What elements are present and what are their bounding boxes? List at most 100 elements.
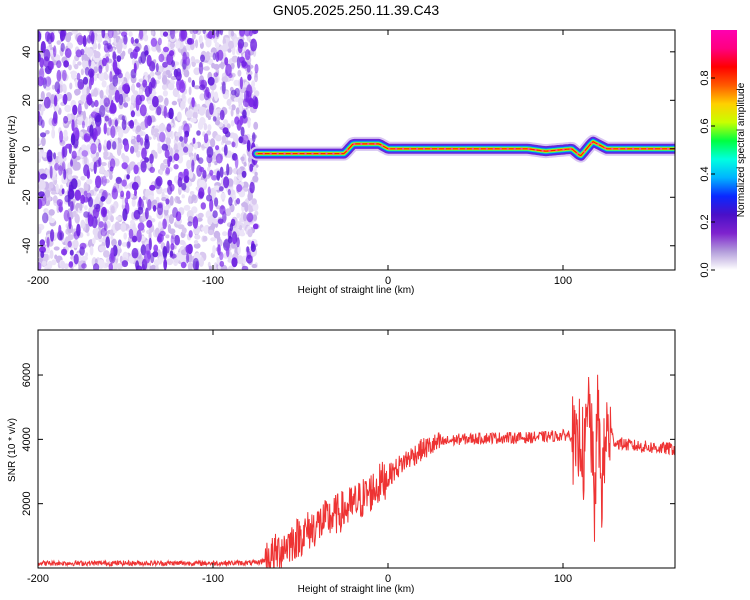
noise-speck	[227, 48, 232, 53]
noise-speck	[183, 69, 190, 78]
noise-blob	[146, 219, 153, 228]
noise-speck	[231, 104, 236, 111]
noise-blob	[177, 177, 183, 188]
noise-blob	[227, 188, 231, 196]
noise-blob	[51, 117, 58, 127]
figure-title: GN05.2025.250.11.39.C43	[273, 2, 440, 18]
noise-blob	[100, 196, 106, 202]
noise-blob	[242, 109, 247, 119]
noise-blob	[209, 198, 214, 212]
noise-blob	[167, 156, 171, 167]
noise-speck	[230, 62, 235, 70]
noise-blob	[50, 229, 55, 242]
signal-peak-dot	[367, 142, 370, 145]
noise-blob	[155, 176, 163, 187]
noise-speck	[62, 83, 66, 92]
noise-blob	[236, 237, 240, 248]
noise-blob	[62, 146, 68, 158]
noise-blob	[108, 117, 112, 127]
noise-speck	[162, 84, 167, 91]
noise-blob	[81, 120, 85, 129]
noise-speck	[54, 254, 58, 260]
noise-speck	[154, 71, 161, 76]
noise-blob	[174, 234, 181, 246]
noise-speck	[45, 169, 50, 175]
noise-blob	[246, 64, 251, 73]
noise-speck	[51, 84, 56, 90]
noise-speck	[65, 32, 72, 43]
noise-speck	[202, 107, 206, 112]
snr-x-tick-label: -200	[27, 573, 49, 585]
noise-speck	[247, 228, 253, 238]
noise-blob	[93, 203, 101, 210]
signal-peak-dot	[311, 152, 314, 155]
noise-speck	[117, 47, 122, 54]
noise-speck	[91, 237, 96, 245]
noise-blob	[67, 194, 71, 207]
signal-peak-dot	[590, 142, 593, 145]
noise-blob	[46, 236, 50, 248]
noise-speck	[136, 150, 141, 158]
noise-blob	[127, 120, 134, 127]
noise-speck	[232, 133, 239, 143]
noise-speck	[51, 128, 55, 139]
noise-blob	[249, 163, 254, 172]
noise-speck	[194, 59, 201, 64]
noise-blob	[199, 166, 205, 173]
noise-speck	[230, 120, 235, 127]
signal-peak-dot	[527, 147, 530, 150]
noise-speck	[207, 166, 211, 172]
noise-blob	[231, 237, 236, 243]
noise-blob	[105, 236, 110, 249]
noise-speck	[215, 134, 222, 142]
signal-peak-dot	[506, 147, 509, 150]
noise-speck	[129, 161, 136, 168]
noise-blob	[185, 56, 190, 66]
noise-blob	[68, 216, 72, 230]
noise-blob	[92, 207, 99, 219]
noise-speck	[214, 119, 221, 126]
noise-blob	[219, 205, 226, 215]
noise-speck	[238, 176, 243, 182]
noise-speck	[57, 151, 63, 157]
noise-speck	[192, 111, 198, 120]
noise-speck	[185, 185, 190, 194]
noise-blob	[138, 196, 142, 207]
noise-speck	[190, 117, 197, 123]
noise-speck	[252, 214, 258, 221]
noise-blob	[228, 73, 233, 79]
noise-blob	[215, 145, 220, 151]
noise-blob	[215, 153, 223, 164]
signal-peak-dot	[304, 152, 307, 155]
noise-blob	[49, 165, 53, 179]
spectrogram-y-axis-label: Frequency (Hz)	[7, 116, 18, 185]
noise-speck	[40, 106, 44, 116]
noise-speck	[83, 155, 88, 165]
noise-blob	[58, 165, 63, 176]
signal-peak-dot	[478, 147, 481, 150]
noise-speck	[86, 232, 90, 237]
noise-blob	[200, 202, 206, 210]
colorbar: 0.0 0.2 0.4 0.6 0.8 Normalized spectral ampl…	[699, 30, 747, 278]
noise-blob	[39, 246, 46, 253]
signal-peak-dot	[464, 147, 467, 150]
noise-speck	[142, 195, 146, 201]
noise-blob	[212, 52, 217, 61]
noise-blob	[239, 115, 244, 126]
colorbar-tick-label: 0.0	[699, 262, 711, 277]
noise-blob	[137, 222, 145, 231]
noise-blob	[120, 190, 125, 198]
noise-speck	[99, 245, 106, 252]
noise-blob	[121, 119, 127, 131]
noise-speck	[222, 43, 229, 52]
noise-speck	[180, 100, 186, 110]
noise-blob	[63, 209, 70, 222]
noise-speck	[176, 199, 182, 204]
noise-speck	[172, 87, 180, 98]
noise-blob	[173, 164, 179, 170]
noise-speck	[45, 249, 50, 254]
noise-blob	[136, 229, 142, 243]
noise-blob	[152, 205, 157, 212]
noise-speck	[52, 195, 58, 204]
noise-blob	[88, 68, 95, 78]
